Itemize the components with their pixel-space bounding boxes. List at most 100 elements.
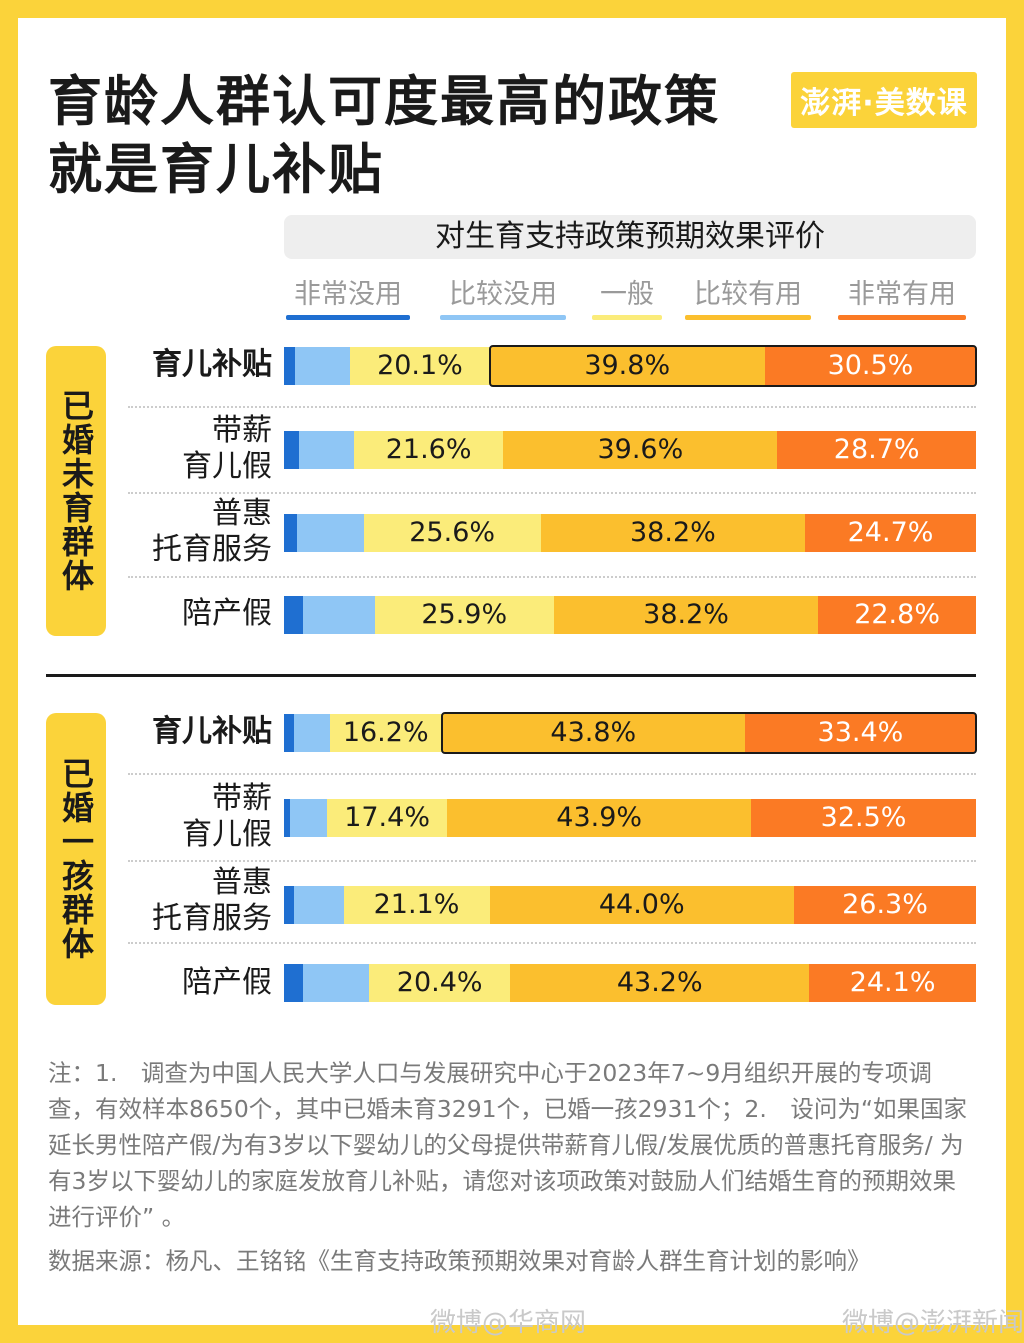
row-label: 普惠 xyxy=(212,865,272,900)
bar-row: 16.2% 43.8% 33.4% xyxy=(284,714,976,752)
watermark-thepaper: 微博@澎湃新闻 xyxy=(842,1308,1024,1338)
data-label: 20.4% xyxy=(396,967,483,998)
legend-item: 比较没用 xyxy=(440,278,566,320)
bar-row: 17.4% 43.9% 32.5% xyxy=(284,799,976,837)
row-label: 育儿补贴 xyxy=(152,714,272,749)
row-separator xyxy=(128,860,976,862)
bar-row: 20.1% 39.8% 30.5% xyxy=(284,347,976,385)
bar-segment: 25.6% xyxy=(363,514,541,552)
row-label: 育儿假 xyxy=(182,817,272,852)
legend-swatch xyxy=(838,315,966,320)
data-label: 43.9% xyxy=(556,802,643,833)
legend-item: 非常没用 xyxy=(286,278,410,320)
row-label: 陪产假 xyxy=(182,596,272,631)
data-label: 26.3% xyxy=(842,889,928,920)
bar-segment: 30.5% xyxy=(764,347,976,385)
notes: 注：1. 调查为中国人民大学人口与发展研究中心于2023年7~9月组织开展的专项… xyxy=(48,1059,968,1231)
bar-segment xyxy=(302,596,375,634)
bar-row: 21.1% 44.0% 26.3% xyxy=(284,886,976,924)
data-label: 17.4% xyxy=(344,802,430,833)
brand-logo: 澎湃·美数课 xyxy=(791,72,977,128)
legend-label: 非常没用 xyxy=(294,279,402,310)
bar-row: 21.6% 39.6% 28.7% xyxy=(284,431,976,469)
bar-segment xyxy=(284,964,304,1002)
bar-segment xyxy=(284,799,290,837)
data-label: 32.5% xyxy=(820,802,907,833)
row-label: 托育服务 xyxy=(152,901,272,936)
bar-segment: 21.1% xyxy=(343,886,490,924)
legend-label: 比较有用 xyxy=(694,279,802,310)
row-label: 育儿补贴 xyxy=(152,347,272,382)
bar-row: 25.6% 38.2% 24.7% xyxy=(284,514,976,552)
bar-segment: 21.6% xyxy=(353,431,504,469)
bar-segment: 25.9% xyxy=(374,596,554,634)
bar-segment: 24.1% xyxy=(809,964,976,1002)
bar-segment: 39.8% xyxy=(489,347,765,385)
bar-segment: 44.0% xyxy=(489,886,794,924)
bar-segment xyxy=(297,514,364,552)
row-separator xyxy=(128,492,976,494)
legend-label: 一般 xyxy=(600,279,654,310)
bar-segment xyxy=(284,347,296,385)
title-line-2: 就是育儿补贴 xyxy=(48,138,384,201)
legend-swatch xyxy=(592,315,662,320)
row-label: 带薪 xyxy=(212,781,272,816)
bar-row: 25.9% 38.2% 22.8% xyxy=(284,596,976,634)
data-label: 25.6% xyxy=(409,517,496,548)
bar-segment xyxy=(289,799,327,837)
bar-segment: 28.7% xyxy=(777,431,976,469)
title-line-1: 育龄人群认可度最高的政策 xyxy=(48,70,720,133)
legend-item: 比较有用 xyxy=(685,278,811,320)
data-label: 33.4% xyxy=(817,717,904,748)
data-label: 44.0% xyxy=(598,889,685,920)
bar-segment: 43.8% xyxy=(441,714,745,752)
data-label: 30.5% xyxy=(827,350,914,381)
legend-swatch xyxy=(286,315,410,320)
legend-item: 非常有用 xyxy=(838,278,966,320)
legend-swatch xyxy=(440,315,566,320)
data-label: 43.8% xyxy=(550,717,637,748)
row-separator xyxy=(128,406,976,408)
row-label: 育儿假 xyxy=(182,449,272,484)
data-label: 21.6% xyxy=(385,434,472,465)
bar-segment xyxy=(295,347,351,385)
row-label: 带薪 xyxy=(212,413,272,448)
bar-segment: 16.2% xyxy=(329,714,442,752)
data-label: 24.7% xyxy=(847,517,934,548)
bar-segment: 38.2% xyxy=(540,514,806,552)
data-label: 20.1% xyxy=(377,350,463,381)
data-label: 25.9% xyxy=(421,599,508,630)
bar-segment: 33.4% xyxy=(744,714,976,752)
row-label: 陪产假 xyxy=(182,965,272,1000)
bar-segment: 26.3% xyxy=(794,886,976,924)
bar-segment: 17.4% xyxy=(326,799,448,837)
bar-segment xyxy=(284,596,303,634)
legend-label: 比较没用 xyxy=(449,279,557,310)
data-label: 21.1% xyxy=(373,889,460,920)
bar-segment: 20.1% xyxy=(350,347,490,385)
legend-swatch xyxy=(685,315,811,320)
row-separator xyxy=(128,576,976,578)
legend-label: 非常有用 xyxy=(848,279,956,310)
bar-segment xyxy=(284,431,299,469)
data-label: 39.8% xyxy=(584,350,671,381)
bar-segment: 39.6% xyxy=(503,431,778,469)
chart-title: 对生育支持政策预期效果评价 xyxy=(284,215,976,259)
bar-segment xyxy=(294,714,330,752)
data-source: 数据来源：杨凡、王铭铭《生育支持政策预期效果对育龄人群生育计划的影响》 xyxy=(48,1247,871,1275)
bar-segment xyxy=(284,514,298,552)
data-label: 28.7% xyxy=(833,434,920,465)
legend-item: 一般 xyxy=(592,278,662,320)
data-label: 22.8% xyxy=(854,599,940,630)
data-label: 16.2% xyxy=(342,717,429,748)
data-label: 38.2% xyxy=(630,517,716,548)
bar-segment: 20.4% xyxy=(369,964,511,1002)
bar-segment xyxy=(303,964,370,1002)
bar-segment xyxy=(284,886,294,924)
group-divider xyxy=(46,674,976,677)
bar-segment: 32.5% xyxy=(751,799,976,837)
group-label: 已婚一孩群体 xyxy=(46,713,106,1005)
watermark-huashang: 微博@华商网 xyxy=(430,1308,587,1338)
bar-segment: 24.7% xyxy=(805,514,976,552)
bar-segment: 22.8% xyxy=(818,596,976,634)
